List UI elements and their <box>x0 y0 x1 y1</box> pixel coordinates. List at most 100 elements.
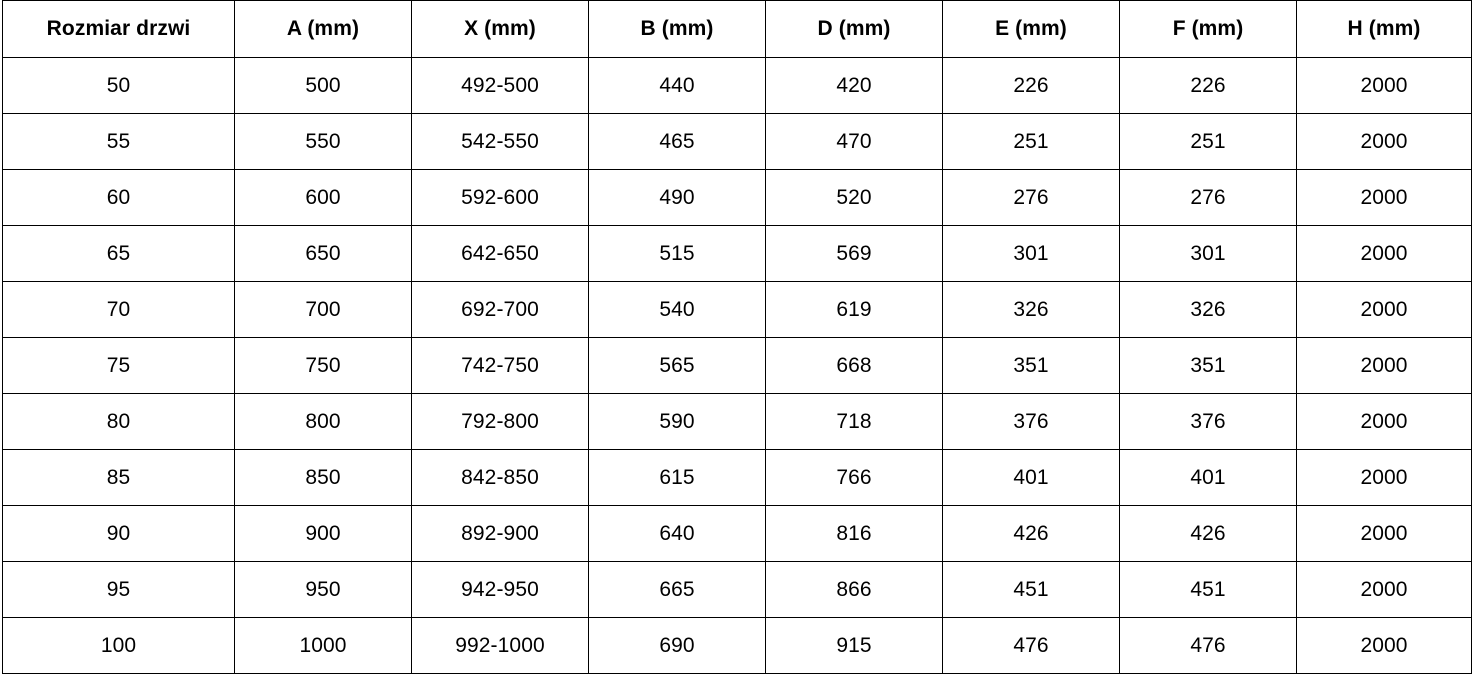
cell-value: 950 <box>305 577 341 601</box>
cell-value: 451 <box>1013 577 1049 601</box>
column-header-label: D (mm) <box>817 17 891 41</box>
column-header-d: D (mm) <box>765 0 943 58</box>
cell-e: 326 <box>942 281 1120 338</box>
cell-value: 600 <box>305 185 341 209</box>
cell-value: 401 <box>1190 465 1226 489</box>
cell-h: 2000 <box>1296 617 1472 674</box>
cell-e: 301 <box>942 225 1120 282</box>
cell-d: 619 <box>765 281 943 338</box>
cell-value: 420 <box>836 73 872 97</box>
cell-x: 992-1000 <box>411 617 589 674</box>
cell-value: 276 <box>1190 185 1226 209</box>
cell-value: 65 <box>106 241 131 265</box>
cell-f: 276 <box>1119 169 1297 226</box>
table-row: 50 500 492-500 440 420 226 226 2000 <box>2 57 1472 114</box>
cell-h: 2000 <box>1296 169 1472 226</box>
column-header-a: A (mm) <box>234 0 412 58</box>
cell-f: 326 <box>1119 281 1297 338</box>
cell-value: 540 <box>659 297 695 321</box>
cell-e: 351 <box>942 337 1120 394</box>
cell-value: 640 <box>659 521 695 545</box>
cell-door-size: 65 <box>2 225 235 282</box>
cell-value: 85 <box>106 465 131 489</box>
cell-value: 900 <box>305 521 341 545</box>
cell-value: 892-900 <box>461 521 539 545</box>
cell-value: 492-500 <box>461 73 539 97</box>
column-header-label: E (mm) <box>995 17 1067 41</box>
cell-h: 2000 <box>1296 281 1472 338</box>
table-row: 90 900 892-900 640 816 426 426 2000 <box>2 505 1472 562</box>
cell-h: 2000 <box>1296 225 1472 282</box>
cell-value: 2000 <box>1360 241 1408 265</box>
column-header-label: H (mm) <box>1347 17 1421 41</box>
cell-value: 542-550 <box>461 129 539 153</box>
cell-d: 915 <box>765 617 943 674</box>
cell-b: 640 <box>588 505 766 562</box>
table-row: 80 800 792-800 590 718 376 376 2000 <box>2 393 1472 450</box>
cell-value: 351 <box>1013 353 1049 377</box>
cell-x: 542-550 <box>411 113 589 170</box>
cell-d: 816 <box>765 505 943 562</box>
cell-value: 476 <box>1190 633 1226 657</box>
cell-value: 2000 <box>1360 297 1408 321</box>
cell-f: 451 <box>1119 561 1297 618</box>
cell-value: 700 <box>305 297 341 321</box>
cell-value: 2000 <box>1360 73 1408 97</box>
cell-value: 992-1000 <box>455 633 545 657</box>
cell-value: 816 <box>836 521 872 545</box>
cell-value: 842-850 <box>461 465 539 489</box>
cell-d: 668 <box>765 337 943 394</box>
cell-a: 500 <box>234 57 412 114</box>
cell-d: 520 <box>765 169 943 226</box>
cell-a: 850 <box>234 449 412 506</box>
cell-f: 251 <box>1119 113 1297 170</box>
cell-a: 700 <box>234 281 412 338</box>
cell-value: 750 <box>305 353 341 377</box>
table-row: 55 550 542-550 465 470 251 251 2000 <box>2 113 1472 170</box>
cell-door-size: 90 <box>2 505 235 562</box>
table-row: 60 600 592-600 490 520 276 276 2000 <box>2 169 1472 226</box>
cell-x: 942-950 <box>411 561 589 618</box>
column-header-label: A (mm) <box>286 17 360 41</box>
cell-door-size: 80 <box>2 393 235 450</box>
cell-x: 592-600 <box>411 169 589 226</box>
cell-x: 792-800 <box>411 393 589 450</box>
cell-value: 590 <box>659 409 695 433</box>
cell-b: 440 <box>588 57 766 114</box>
cell-e: 476 <box>942 617 1120 674</box>
cell-value: 75 <box>106 353 131 377</box>
cell-value: 692-700 <box>461 297 539 321</box>
cell-value: 2000 <box>1360 633 1408 657</box>
cell-d: 420 <box>765 57 943 114</box>
cell-x: 742-750 <box>411 337 589 394</box>
cell-value: 276 <box>1013 185 1049 209</box>
cell-door-size: 70 <box>2 281 235 338</box>
cell-value: 2000 <box>1360 521 1408 545</box>
cell-value: 592-600 <box>461 185 539 209</box>
cell-b: 615 <box>588 449 766 506</box>
cell-f: 426 <box>1119 505 1297 562</box>
cell-value: 520 <box>836 185 872 209</box>
cell-b: 565 <box>588 337 766 394</box>
cell-h: 2000 <box>1296 505 1472 562</box>
column-header-x: X (mm) <box>411 0 589 58</box>
cell-value: 70 <box>106 297 131 321</box>
table-header: Rozmiar drzwi A (mm) X (mm) B (mm) D (mm… <box>2 0 1472 58</box>
cell-d: 866 <box>765 561 943 618</box>
cell-value: 792-800 <box>461 409 539 433</box>
cell-e: 376 <box>942 393 1120 450</box>
cell-value: 100 <box>100 633 137 657</box>
cell-f: 476 <box>1119 617 1297 674</box>
cell-b: 490 <box>588 169 766 226</box>
cell-value: 1000 <box>299 633 347 657</box>
cell-value: 251 <box>1013 129 1049 153</box>
cell-a: 1000 <box>234 617 412 674</box>
cell-e: 451 <box>942 561 1120 618</box>
cell-e: 401 <box>942 449 1120 506</box>
cell-b: 665 <box>588 561 766 618</box>
cell-b: 465 <box>588 113 766 170</box>
table-row: 100 1000 992-1000 690 915 476 476 2000 <box>2 617 1472 674</box>
cell-value: 376 <box>1013 409 1049 433</box>
cell-d: 470 <box>765 113 943 170</box>
